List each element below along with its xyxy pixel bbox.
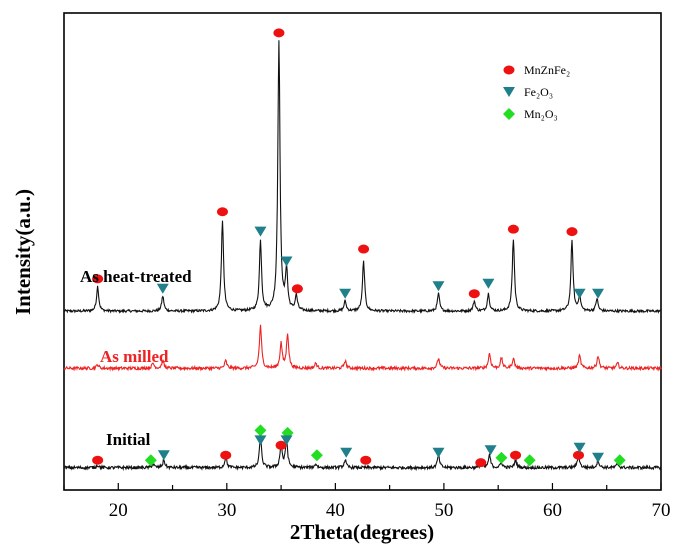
peak-marker-triangle-down [254, 435, 267, 446]
peak-marker-circle [92, 455, 104, 465]
peak-marker-circle [220, 450, 232, 460]
peak-marker-circle [507, 224, 519, 234]
series-line-1 [63, 324, 662, 372]
peak-marker-triangle-down [157, 450, 170, 461]
peak-marker-circle [468, 289, 480, 299]
legend-marker-triangle-down [503, 87, 515, 97]
legend: MnZnFe₂ Fe₂O₃ Mn₂O₃ [503, 63, 570, 121]
curve-label: As milled [100, 347, 169, 366]
peak-marker-diamond [495, 451, 508, 464]
series-line-0 [63, 40, 662, 315]
peak-marker-triangle-down [592, 452, 605, 463]
peak-marker-triangle-down [339, 288, 352, 299]
peak-marker-diamond [254, 424, 267, 437]
curve-label: As heat-treated [80, 267, 192, 286]
peak-marker-circle [92, 274, 104, 284]
peak-marker-triangle-down [482, 278, 495, 289]
peak-marker-triangle-down [592, 288, 605, 299]
x-tick-label: 40 [326, 500, 345, 521]
peak-marker-circle [291, 284, 303, 294]
peak-marker-circle [360, 455, 372, 465]
y-axis-title: Intensity(a.u.) [11, 189, 35, 315]
peak-marker-triangle-down [432, 281, 445, 292]
peak-marker-triangle-down [254, 226, 267, 237]
peak-marker-triangle-down [156, 283, 169, 294]
curve-labels-group: As heat-treated As milled Initial [80, 267, 192, 449]
legend-marker-diamond [503, 108, 515, 120]
peak-marker-circle [358, 244, 370, 254]
legend-marker-circle [503, 65, 515, 75]
peak-marker-diamond [144, 454, 157, 467]
x-axis: 20 30 40 50 60 70 [63, 483, 671, 521]
series-line-2 [63, 436, 662, 472]
peak-marker-diamond [310, 449, 323, 462]
peak-marker-circle [573, 450, 585, 460]
peak-marker-circle [273, 28, 285, 38]
legend-label: Fe₂O₃ [524, 85, 553, 99]
legend-label: MnZnFe₂ [524, 63, 570, 77]
peak-marker-triangle-down [573, 442, 586, 453]
peak-marker-triangle-down [432, 447, 445, 458]
x-tick-label: 60 [543, 500, 562, 521]
peak-marker-circle [510, 450, 522, 460]
peak-marker-circle [566, 227, 578, 237]
peak-marker-triangle-down [573, 288, 586, 299]
peak-marker-triangle-down [484, 445, 497, 456]
peak-marker-circle [275, 440, 287, 450]
peak-marker-circle [216, 207, 228, 217]
peak-marker-diamond [523, 454, 536, 467]
markers-group [92, 28, 626, 468]
x-tick-label: 70 [652, 500, 671, 521]
x-tick-label: 50 [434, 500, 453, 521]
peak-marker-diamond [613, 454, 626, 467]
x-tick-label: 30 [217, 500, 236, 521]
curve-label: Initial [106, 430, 151, 449]
peak-marker-circle [475, 458, 487, 468]
curves-group [63, 40, 662, 472]
x-axis-title: 2Theta(degrees) [290, 520, 434, 544]
legend-label: Mn₂O₃ [524, 107, 558, 121]
peak-marker-triangle-down [340, 447, 353, 458]
peak-marker-triangle-down [280, 256, 293, 267]
peak-marker-triangle-down [280, 435, 293, 446]
x-tick-label: 20 [109, 500, 128, 521]
